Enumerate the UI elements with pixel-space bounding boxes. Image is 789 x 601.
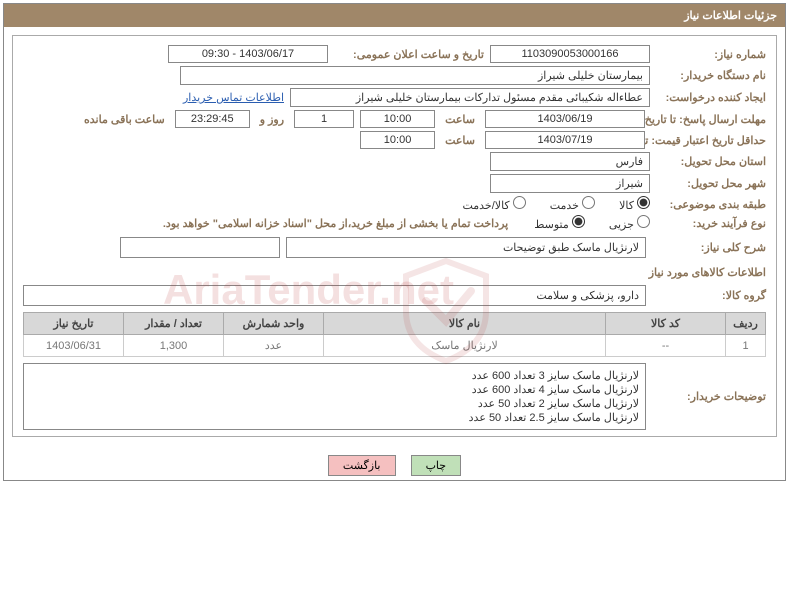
contact-buyer-link[interactable]: اطلاعات تماس خریدار — [183, 91, 284, 104]
buyer-note-line: لارنژیال ماسک سایز 2.5 تعداد 50 عدد — [30, 411, 639, 424]
category-option-both[interactable]: کالا/خدمت — [462, 196, 525, 212]
items-section-title: اطلاعات کالاهای مورد نیاز — [23, 266, 766, 279]
buy-type-option-medium[interactable]: متوسط — [534, 215, 585, 231]
buyer-notes-box[interactable]: لارنژیال ماسک سایز 3 تعداد 600 عددلارنژی… — [23, 363, 646, 430]
reply-time-label: ساعت — [445, 113, 475, 126]
general-desc-extra — [120, 237, 280, 258]
general-desc-row: شرح کلی نیاز: لارنژیال ماسک طبق توضیحات — [23, 237, 766, 258]
requester-value: عطاءاله شکیبائی مقدم مسئول تدارکات بیمار… — [290, 88, 650, 107]
province-value: فارس — [490, 152, 650, 171]
items-table: ردیف کد کالا نام کالا واحد شمارش تعداد /… — [23, 312, 766, 357]
col-code: کد کالا — [606, 313, 726, 335]
need-number-value: 1103090053000166 — [490, 45, 650, 63]
cell-unit: عدد — [224, 335, 324, 357]
cell-name: لارنژیال ماسک — [324, 335, 606, 357]
col-unit: واحد شمارش — [224, 313, 324, 335]
buy-type-row: نوع فرآیند خرید: جزیی متوسط پرداخت تمام … — [23, 215, 766, 231]
reply-days: 1 — [294, 110, 354, 128]
announce-date-value: 1403/06/17 - 09:30 — [168, 45, 328, 63]
group-label: گروه کالا: — [656, 289, 766, 302]
city-value: شیراز — [490, 174, 650, 193]
cell-code: -- — [606, 335, 726, 357]
buy-type-note: پرداخت تمام یا بخشی از مبلغ خرید،از محل … — [163, 217, 508, 230]
category-row: طبقه بندی موضوعی: کالا خدمت کالا/خدمت — [23, 196, 766, 212]
reply-days-label: روز و — [260, 113, 284, 126]
col-date: تاریخ نیاز — [24, 313, 124, 335]
reply-deadline-label: مهلت ارسال پاسخ: تا تاریخ: — [651, 113, 766, 126]
buyer-org-value: بیمارستان خلیلی شیراز — [180, 66, 650, 85]
cell-qty: 1,300 — [124, 335, 224, 357]
buy-type-option-partial[interactable]: جزیی — [609, 215, 650, 231]
province-label: استان محل تحویل: — [656, 155, 766, 168]
buyer-note-line: لارنژیال ماسک سایز 2 تعداد 50 عدد — [30, 397, 639, 410]
buy-type-label: نوع فرآیند خرید: — [656, 217, 766, 230]
reply-remain-label: ساعت باقی مانده — [84, 113, 165, 126]
cell-idx: 1 — [726, 335, 766, 357]
buyer-org-label: نام دستگاه خریدار: — [656, 69, 766, 82]
validity-date: 1403/07/19 — [485, 131, 645, 149]
reply-deadline-time: 10:00 — [360, 110, 435, 128]
group-value: دارو، پزشکی و سلامت — [23, 285, 646, 306]
general-desc-label: شرح کلی نیاز: — [656, 241, 766, 254]
city-label: شهر محل تحویل: — [656, 177, 766, 190]
reply-deadline-date: 1403/06/19 — [485, 110, 645, 128]
cell-date: 1403/06/31 — [24, 335, 124, 357]
main-panel: جزئیات اطلاعات نیاز AriaTender.net شماره… — [3, 3, 786, 481]
col-idx: ردیف — [726, 313, 766, 335]
category-option-kala[interactable]: کالا — [619, 196, 650, 212]
col-qty: تعداد / مقدار — [124, 313, 224, 335]
buyer-note-line: لارنژیال ماسک سایز 3 تعداد 600 عدد — [30, 369, 639, 382]
validity-time: 10:00 — [360, 131, 435, 149]
details-section: AriaTender.net شماره نیاز: 1103090053000… — [12, 35, 777, 437]
table-row: 1--لارنژیال ماسکعدد1,3001403/06/31 — [24, 335, 766, 357]
requester-label: ایجاد کننده درخواست: — [656, 91, 766, 104]
buyer-note-line: لارنژیال ماسک سایز 4 تعداد 600 عدد — [30, 383, 639, 396]
back-button[interactable]: بازگشت — [328, 455, 396, 476]
panel-title: جزئیات اطلاعات نیاز — [684, 10, 777, 22]
validity-label: حداقل تاریخ اعتبار قیمت: تا تاریخ: — [651, 134, 766, 147]
button-row: چاپ بازگشت — [4, 445, 785, 480]
general-desc-value: لارنژیال ماسک طبق توضیحات — [286, 237, 646, 258]
validity-time-label: ساعت — [445, 134, 475, 147]
need-number-label: شماره نیاز: — [656, 48, 766, 61]
category-option-khedmat[interactable]: خدمت — [550, 196, 595, 212]
category-label: طبقه بندی موضوعی: — [656, 198, 766, 211]
panel-header: جزئیات اطلاعات نیاز — [4, 4, 785, 27]
print-button[interactable]: چاپ — [411, 455, 462, 476]
announce-date-label: تاریخ و ساعت اعلان عمومی: — [334, 48, 484, 61]
col-name: نام کالا — [324, 313, 606, 335]
reply-countdown: 23:29:45 — [175, 110, 250, 128]
buyer-notes-label: توضیحات خریدار: — [656, 390, 766, 403]
